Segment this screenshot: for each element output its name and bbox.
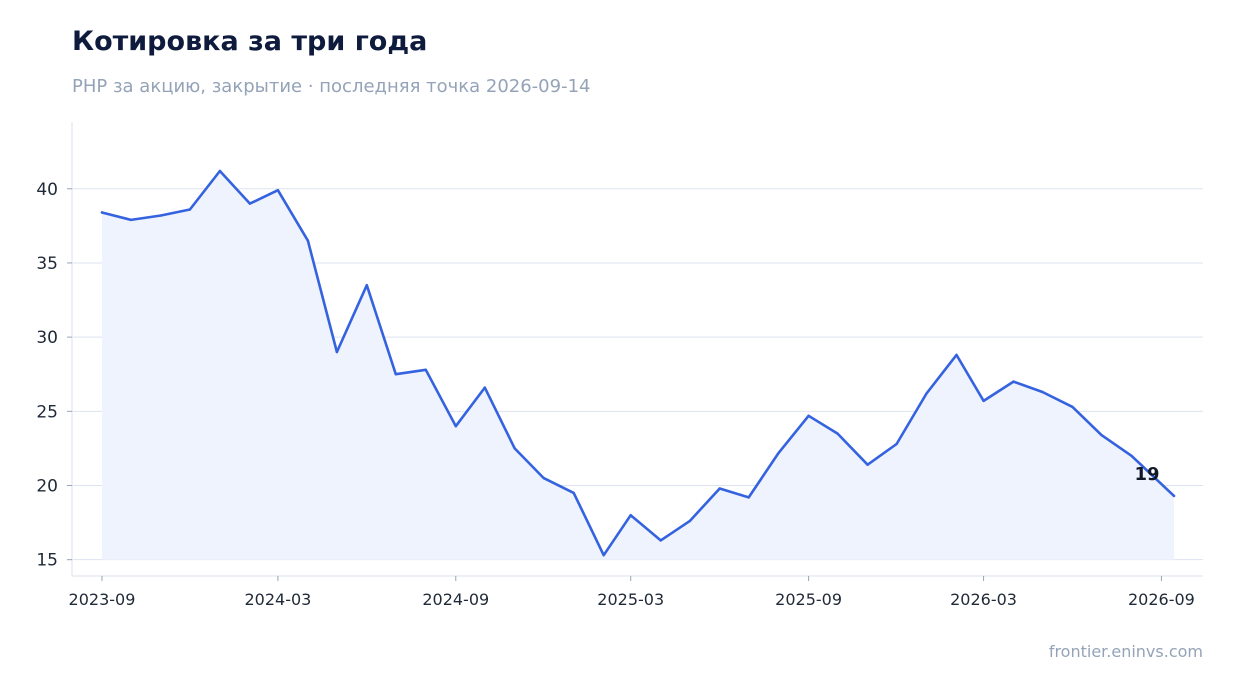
data-point: [895, 442, 898, 446]
data-point: [866, 463, 869, 466]
chart-title: Котировка за три года: [72, 26, 428, 57]
x-tick-label: 2026-09: [1128, 590, 1195, 609]
data-point: [777, 451, 780, 455]
price-area: [102, 171, 1174, 560]
data-point: [454, 425, 457, 428]
data-point: [100, 211, 104, 214]
x-tick-label: 2025-09: [775, 590, 842, 609]
y-tick-label: 25: [36, 402, 58, 422]
data-point: [1100, 433, 1103, 437]
y-tick-label: 30: [36, 328, 58, 348]
data-point: [982, 399, 985, 403]
data-point: [925, 392, 928, 395]
data-point: [1071, 405, 1074, 409]
data-point: [129, 218, 133, 222]
data-point: [1041, 390, 1044, 394]
y-tick-label: 15: [36, 551, 58, 571]
x-axis-ticks: 2023-09 2024-03 2024-09 2025-03 2025-09 2026-…: [69, 576, 1195, 609]
data-point: [276, 189, 280, 192]
x-tick-label: 2025-03: [597, 590, 664, 609]
data-point: [424, 368, 427, 371]
data-point: [218, 169, 222, 173]
data-point: [1172, 494, 1176, 498]
data-point: [1012, 380, 1015, 383]
chart-subtitle: РНР за акцию, закрытие · последняя точка…: [72, 76, 591, 97]
data-point: [718, 487, 721, 490]
last-value-label: 19: [1134, 464, 1159, 485]
data-point: [306, 239, 310, 242]
data-point: [394, 373, 397, 376]
data-point: [688, 519, 691, 523]
data-point: [513, 447, 516, 450]
data-point: [335, 350, 339, 354]
data-point: [365, 284, 368, 287]
data-points: [100, 169, 1176, 557]
data-point: [188, 208, 192, 211]
x-tick-label: 2024-09: [422, 590, 489, 609]
y-tick-label: 40: [36, 180, 58, 200]
x-tick-label: 2026-03: [950, 590, 1017, 609]
x-tick-label: 2024-03: [244, 590, 311, 609]
data-point: [483, 386, 486, 389]
x-tick-label: 2023-09: [69, 590, 136, 609]
data-point: [1130, 454, 1133, 457]
y-tick-label: 35: [36, 254, 58, 274]
data-point: [572, 491, 575, 495]
data-point: [659, 539, 662, 542]
data-point: [248, 202, 252, 205]
data-point: [602, 554, 605, 557]
data-point: [807, 414, 810, 417]
data-point: [542, 476, 545, 480]
data-point: [955, 353, 958, 357]
data-point: [629, 514, 632, 517]
data-point: [159, 214, 163, 217]
data-point: [747, 496, 750, 499]
y-tick-label: 20: [36, 476, 58, 496]
y-axis-ticks: 15 20 25 30 35 40: [36, 180, 72, 571]
data-point: [836, 432, 839, 435]
source-credit: frontier.eninvs.com: [1048, 642, 1203, 661]
